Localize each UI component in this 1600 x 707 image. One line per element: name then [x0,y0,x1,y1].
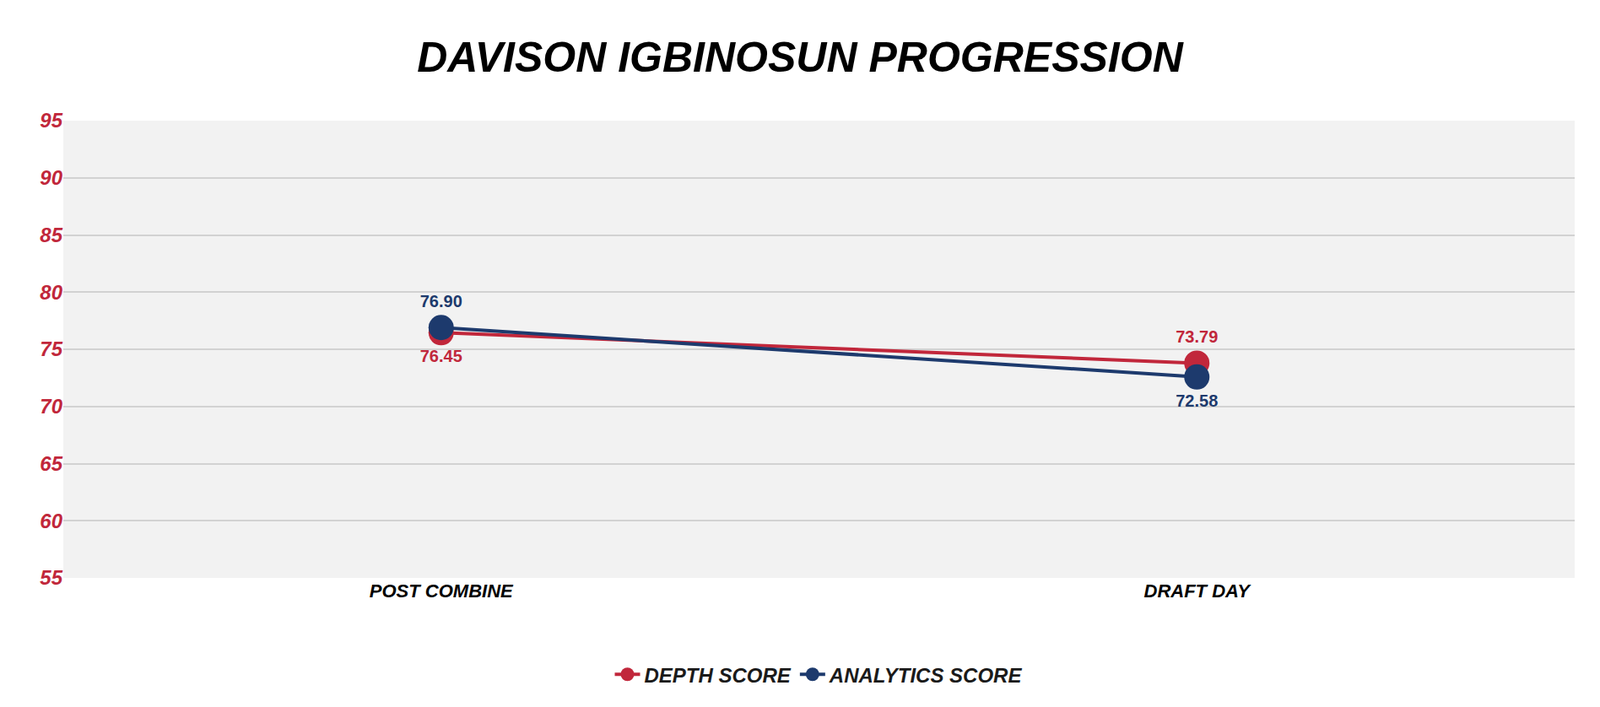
svg-text:ANALYTICS SCORE: ANALYTICS SCORE [828,664,1023,687]
svg-text:75: 75 [39,337,63,361]
svg-text:65: 65 [39,452,63,476]
svg-text:60: 60 [39,509,63,533]
svg-text:55: 55 [39,566,63,590]
svg-text:POST COMBINE: POST COMBINE [369,580,514,602]
svg-text:95: 95 [39,108,63,132]
svg-text:70: 70 [39,394,63,418]
svg-text:90: 90 [39,166,63,190]
svg-text:80: 80 [39,281,63,304]
svg-text:76.45: 76.45 [420,346,463,366]
svg-text:76.90: 76.90 [420,291,463,311]
svg-text:85: 85 [39,223,63,247]
svg-text:DAVISON IGBINOSUN PROGRESSION: DAVISON IGBINOSUN PROGRESSION [416,33,1184,82]
svg-text:72.58: 72.58 [1175,391,1218,411]
svg-text:DEPTH SCORE: DEPTH SCORE [644,664,792,687]
svg-text:73.79: 73.79 [1175,327,1218,346]
svg-text:DRAFT DAY: DRAFT DAY [1144,580,1253,602]
